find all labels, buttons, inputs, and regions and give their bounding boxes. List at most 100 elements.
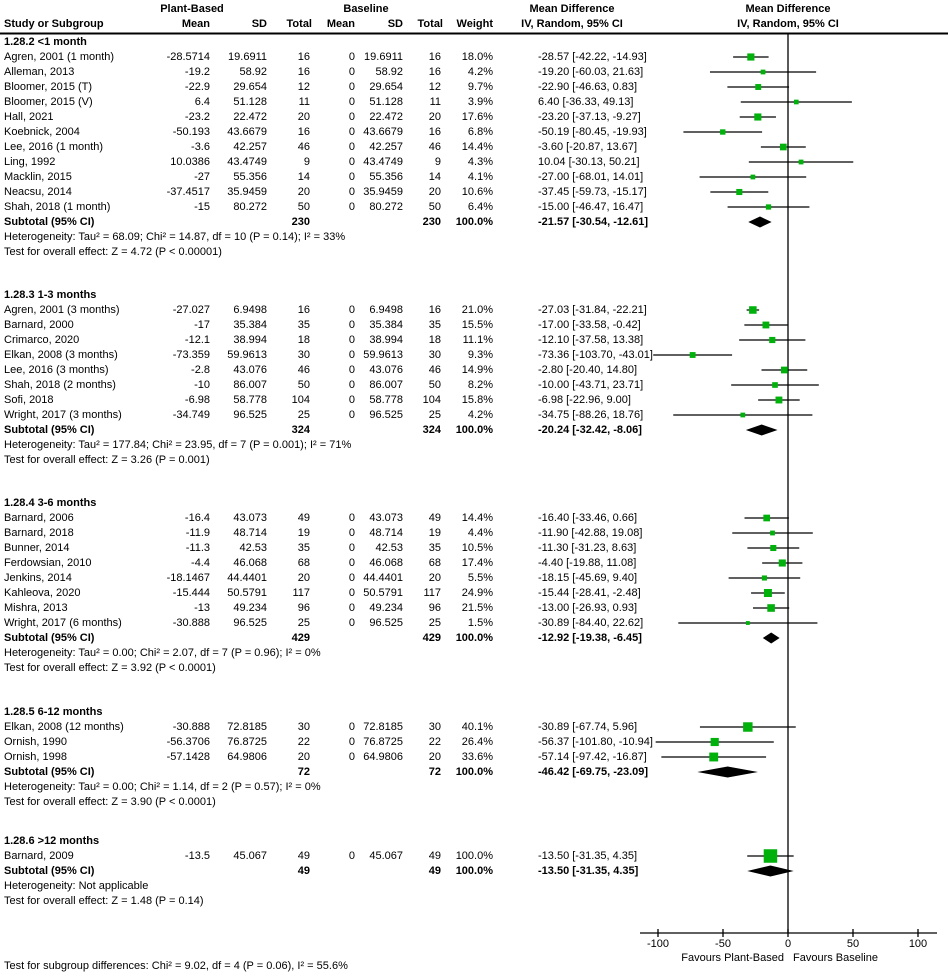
baseline-sd-cell: 43.6679 (363, 125, 403, 138)
plant-total-cell: 14 (297, 170, 310, 183)
plant-mean-cell: -2.8 (191, 363, 210, 376)
subtotal-plant-total: 49 (297, 864, 310, 877)
effect-square (740, 412, 746, 418)
baseline-total-cell: 20 (428, 571, 441, 584)
subtotal-diamond (747, 865, 794, 877)
plant-total-cell: 20 (297, 185, 310, 198)
subtotal-label: Subtotal (95% CI) (4, 631, 95, 644)
overall-effect-text: Test for overall effect: Z = 3.26 (P = 0… (4, 453, 210, 466)
baseline-mean-cell: 0 (348, 185, 355, 198)
plant-sd-cell: 44.4401 (227, 571, 267, 584)
baseline-total-cell: 20 (428, 750, 441, 763)
plant-total-cell: 25 (297, 408, 310, 421)
weight-cell: 6.8% (467, 125, 493, 138)
plant-mean-cell: -30.888 (172, 720, 210, 733)
baseline-sd-cell: 42.257 (369, 140, 403, 153)
ci-text-cell: -27.03 [-31.84, -22.21] (538, 303, 647, 316)
baseline-sd-cell: 46.068 (369, 556, 403, 569)
plant-sd-cell: 48.714 (233, 526, 267, 539)
axis-tick-label: 0 (784, 938, 792, 950)
weight-cell: 4.4% (467, 526, 493, 539)
weight-cell: 33.6% (461, 750, 493, 763)
ci-text-cell: -37.45 [-59.73, -15.17] (538, 185, 647, 198)
plant-mean-cell: -27 (194, 170, 210, 183)
baseline-sd-cell: 6.9498 (369, 303, 403, 316)
baseline-mean-cell: 0 (348, 541, 355, 554)
plant-sd-cell: 64.9806 (227, 750, 267, 763)
plant-sd-cell: 58.778 (233, 393, 267, 406)
ci-text-cell: -56.37 [-101.80, -10.94] (538, 735, 653, 748)
heterogeneity-text: Heterogeneity: Tau² = 177.84; Chi² = 23.… (4, 438, 352, 451)
effect-square (765, 204, 772, 210)
plant-mean-cell: -11.9 (185, 526, 210, 539)
plant-sd-cell: 35.384 (233, 318, 267, 331)
baseline-total-cell: 50 (428, 378, 441, 391)
subtotal-weight: 100.0% (455, 631, 493, 644)
subtotal-plant-total: 230 (291, 215, 310, 228)
heterogeneity-text: Heterogeneity: Tau² = 0.00; Chi² = 2.07,… (4, 646, 321, 659)
study-name: Ferdowsian, 2010 (4, 556, 92, 569)
weight-cell: 21.0% (461, 303, 493, 316)
baseline-total-cell: 96 (428, 601, 441, 614)
weight-cell: 5.5% (467, 571, 493, 584)
axis-tick-label: -100 (646, 938, 670, 950)
effect-square (770, 544, 777, 552)
baseline-total-cell: 9 (434, 155, 441, 168)
study-name: Bunner, 2014 (4, 541, 70, 554)
plant-sd-cell: 43.076 (233, 363, 267, 376)
study-name: Barnard, 2018 (4, 526, 74, 539)
weight-cell: 11.1% (462, 333, 493, 346)
baseline-total-cell: 68 (428, 556, 441, 569)
plant-total-cell: 50 (297, 378, 310, 391)
subtotal-label: Subtotal (95% CI) (4, 215, 95, 228)
plant-mean-cell: -11.3 (185, 541, 210, 554)
plant-sd-cell: 29.654 (233, 80, 267, 93)
subtotal-weight: 100.0% (455, 765, 493, 778)
effect-square (689, 352, 696, 358)
subtotal-ci-text: -21.57 [-30.54, -12.61] (538, 215, 649, 228)
plant-total-cell: 35 (297, 541, 310, 554)
plant-sd-cell: 35.9459 (227, 185, 267, 198)
study-name: Agren, 2001 (3 months) (4, 303, 120, 316)
weight-cell: 8.2% (467, 378, 493, 391)
plant-mean-cell: -56.3706 (166, 735, 210, 748)
baseline-mean-cell: 0 (348, 571, 355, 584)
subtotal-plant-total: 429 (291, 631, 310, 644)
plant-sd-cell: 6.9498 (233, 303, 267, 316)
study-name: Barnard, 2000 (4, 318, 74, 331)
subgroup-title: 1.28.3 1-3 months (4, 288, 97, 301)
effect-square (710, 737, 719, 747)
baseline-total-cell: 30 (428, 348, 441, 361)
effect-square (793, 99, 799, 105)
plant-sd-cell: 96.525 (233, 616, 267, 629)
subtotal-weight: 100.0% (455, 423, 493, 436)
baseline-mean-cell: 0 (348, 348, 355, 361)
effect-square (750, 174, 756, 180)
baseline-mean-cell: 0 (348, 140, 355, 153)
effect-square (779, 143, 787, 151)
plant-total-cell: 19 (297, 526, 310, 539)
plant-total-cell: 46 (297, 140, 310, 153)
weight-cell: 1.5% (467, 616, 493, 629)
baseline-total-cell: 49 (428, 511, 441, 524)
effect-square (767, 604, 775, 612)
subtotal-ci-text: -46.42 [-69.75, -23.09] (538, 765, 649, 778)
plant-mean-cell: -10 (194, 378, 210, 391)
effect-square (747, 53, 755, 61)
md-plot-title: Mean Difference (745, 3, 831, 15)
weight-cell: 100.0% (455, 849, 493, 862)
plant-mean-cell: -57.1428 (166, 750, 210, 763)
baseline-sd-cell: 35.384 (369, 318, 403, 331)
plant-total-cell: 46 (297, 363, 310, 376)
plant-mean-cell: -37.4517 (166, 185, 210, 198)
baseline-sd-cell: 43.076 (369, 363, 403, 376)
weight-cell: 14.4% (461, 511, 493, 524)
favours-right-label: Favours Baseline (793, 952, 878, 964)
baseline-total-cell: 30 (428, 720, 441, 733)
plant-sd-cell: 59.9613 (227, 348, 267, 361)
plant-total-cell: 20 (297, 110, 310, 123)
overall-effect-text: Test for overall effect: Z = 3.90 (P < 0… (4, 795, 216, 808)
plant-mean-cell: -15 (194, 200, 210, 213)
baseline-sd-cell: 44.4401 (363, 571, 403, 584)
weight-cell: 10.5% (461, 541, 493, 554)
